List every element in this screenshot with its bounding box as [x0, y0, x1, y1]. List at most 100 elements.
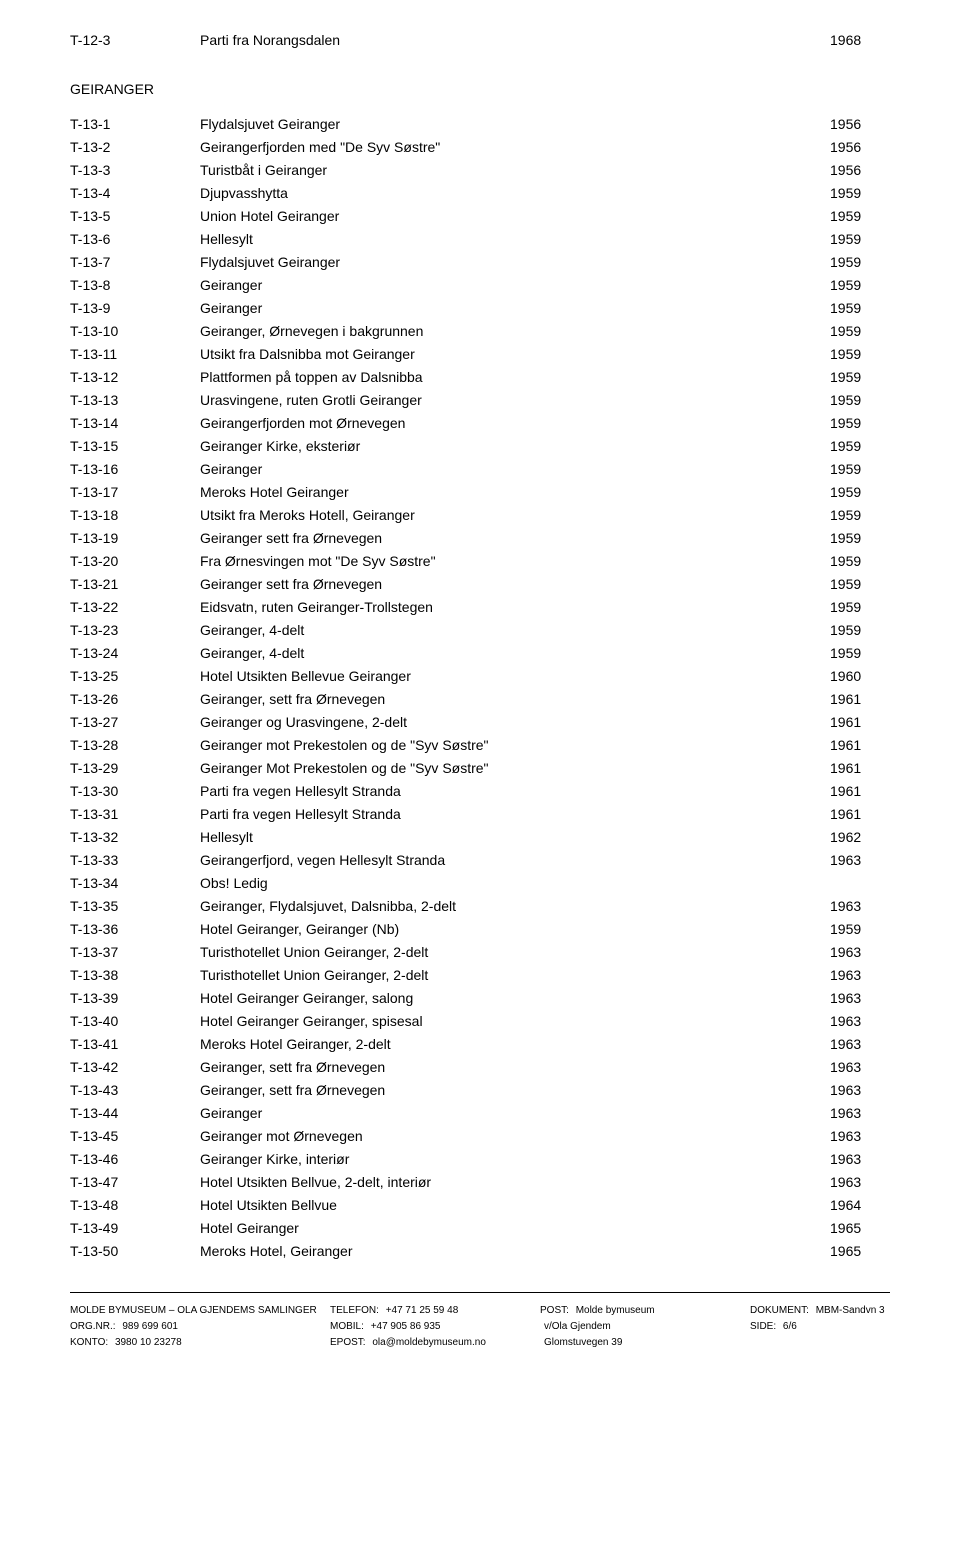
row-id: T-13-20	[70, 551, 200, 572]
row-desc: Utsikt fra Meroks Hotell, Geiranger	[200, 505, 830, 526]
table-row: T-13-32Hellesylt1962	[70, 827, 890, 848]
table-row: T-13-12Plattformen på toppen av Dalsnibb…	[70, 367, 890, 388]
row-desc: Hotel Utsikten Bellvue	[200, 1195, 830, 1216]
row-year: 1959	[830, 597, 890, 618]
row-id: T-13-14	[70, 413, 200, 434]
row-id: T-13-34	[70, 873, 200, 894]
row-id: T-13-43	[70, 1080, 200, 1101]
row-id: T-12-3	[70, 30, 200, 51]
row-desc: Geiranger	[200, 1103, 830, 1124]
table-row: T-13-29Geiranger Mot Prekestolen og de "…	[70, 758, 890, 779]
table-row: T-13-47Hotel Utsikten Bellvue, 2-delt, i…	[70, 1172, 890, 1193]
row-id: T-13-41	[70, 1034, 200, 1055]
table-row: T-13-50Meroks Hotel, Geiranger1965	[70, 1241, 890, 1262]
row-desc: Plattformen på toppen av Dalsnibba	[200, 367, 830, 388]
table-row: T-13-31Parti fra vegen Hellesylt Stranda…	[70, 804, 890, 825]
row-id: T-13-26	[70, 689, 200, 710]
row-year: 1959	[830, 206, 890, 227]
row-id: T-13-23	[70, 620, 200, 641]
footer-tel-label: TELEFON:	[330, 1305, 379, 1316]
row-year: 1963	[830, 942, 890, 963]
row-year: 1963	[830, 1172, 890, 1193]
table-row: T-13-41Meroks Hotel Geiranger, 2-delt196…	[70, 1034, 890, 1055]
row-desc: Geiranger, sett fra Ørnevegen	[200, 1080, 830, 1101]
row-desc: Obs! Ledig	[200, 873, 830, 894]
row-year: 1959	[830, 620, 890, 641]
row-year: 1963	[830, 1011, 890, 1032]
table-row: T-13-2Geirangerfjorden med "De Syv Søstr…	[70, 137, 890, 158]
row-year: 1959	[830, 183, 890, 204]
footer-doc-value: MBM-Sandvn 3	[816, 1305, 885, 1316]
footer-doc-label: DOKUMENT:	[750, 1305, 809, 1316]
row-id: T-13-40	[70, 1011, 200, 1032]
table-row: T-13-49Hotel Geiranger1965	[70, 1218, 890, 1239]
row-desc: Flydalsjuvet Geiranger	[200, 114, 830, 135]
row-year: 1959	[830, 643, 890, 664]
row-year: 1963	[830, 1126, 890, 1147]
row-id: T-13-16	[70, 459, 200, 480]
row-id: T-13-17	[70, 482, 200, 503]
row-desc: Geiranger, sett fra Ørnevegen	[200, 1057, 830, 1078]
row-id: T-13-22	[70, 597, 200, 618]
table-row: T-13-16Geiranger1959	[70, 459, 890, 480]
row-year: 1963	[830, 850, 890, 871]
row-id: T-13-36	[70, 919, 200, 940]
row-id: T-13-46	[70, 1149, 200, 1170]
row-id: T-13-49	[70, 1218, 200, 1239]
row-desc: Parti fra Norangsdalen	[200, 30, 830, 51]
row-year: 1963	[830, 1057, 890, 1078]
footer-org: MOLDE BYMUSEUM – OLA GJENDEMS SAMLINGER	[70, 1303, 330, 1319]
row-id: T-13-8	[70, 275, 200, 296]
row-id: T-13-3	[70, 160, 200, 181]
table-row: T-13-35Geiranger, Flydalsjuvet, Dalsnibb…	[70, 896, 890, 917]
row-year: 1961	[830, 781, 890, 802]
row-desc: Geiranger, Ørnevegen i bakgrunnen	[200, 321, 830, 342]
table-row: T-13-9Geiranger1959	[70, 298, 890, 319]
row-id: T-13-10	[70, 321, 200, 342]
row-desc: Geiranger sett fra Ørnevegen	[200, 574, 830, 595]
row-year: 1959	[830, 275, 890, 296]
row-desc: Djupvasshytta	[200, 183, 830, 204]
row-id: T-13-33	[70, 850, 200, 871]
row-id: T-13-6	[70, 229, 200, 250]
row-id: T-13-39	[70, 988, 200, 1009]
footer-mobil-value: +47 905 86 935	[371, 1321, 441, 1332]
row-year: 1959	[830, 298, 890, 319]
table-row: T-13-37Turisthotellet Union Geiranger, 2…	[70, 942, 890, 963]
footer-epost-label: EPOST:	[330, 1337, 366, 1348]
table-row: T-13-33Geirangerfjord, vegen Hellesylt S…	[70, 850, 890, 871]
table-row: T-13-5Union Hotel Geiranger1959	[70, 206, 890, 227]
row-desc: Geiranger, sett fra Ørnevegen	[200, 689, 830, 710]
row-id: T-13-38	[70, 965, 200, 986]
row-id: T-13-7	[70, 252, 200, 273]
row-desc: Hotel Utsikten Bellevue Geiranger	[200, 666, 830, 687]
row-desc: Hotel Geiranger Geiranger, salong	[200, 988, 830, 1009]
table-row: T-13-4Djupvasshytta1959	[70, 183, 890, 204]
row-year: 1961	[830, 712, 890, 733]
row-id: T-13-9	[70, 298, 200, 319]
row-year: 1959	[830, 229, 890, 250]
row-id: T-13-24	[70, 643, 200, 664]
table-row: T-13-42Geiranger, sett fra Ørnevegen1963	[70, 1057, 890, 1078]
table-row: T-13-27Geiranger og Urasvingene, 2-delt1…	[70, 712, 890, 733]
row-id: T-13-2	[70, 137, 200, 158]
row-year: 1961	[830, 758, 890, 779]
row-desc: Meroks Hotel, Geiranger	[200, 1241, 830, 1262]
table-row: T-13-15Geiranger Kirke, eksteriør1959	[70, 436, 890, 457]
table-row: T-13-24Geiranger, 4-delt1959	[70, 643, 890, 664]
table-row: T-13-23Geiranger, 4-delt1959	[70, 620, 890, 641]
table-row: T-13-14Geirangerfjorden mot Ørnevegen195…	[70, 413, 890, 434]
row-id: T-13-45	[70, 1126, 200, 1147]
footer-row-2: ORG.NR.: 989 699 601 MOBIL: +47 905 86 9…	[70, 1319, 890, 1335]
row-id: T-13-12	[70, 367, 200, 388]
row-year: 1959	[830, 528, 890, 549]
row-desc: Geiranger, Flydalsjuvet, Dalsnibba, 2-de…	[200, 896, 830, 917]
table-row: T-13-30Parti fra vegen Hellesylt Stranda…	[70, 781, 890, 802]
row-year: 1963	[830, 1149, 890, 1170]
footer-post-label: POST:	[540, 1305, 569, 1316]
row-year: 1965	[830, 1218, 890, 1239]
row-desc: Turistbåt i Geiranger	[200, 160, 830, 181]
row-year	[830, 873, 890, 894]
row-year: 1959	[830, 344, 890, 365]
row-year: 1963	[830, 988, 890, 1009]
